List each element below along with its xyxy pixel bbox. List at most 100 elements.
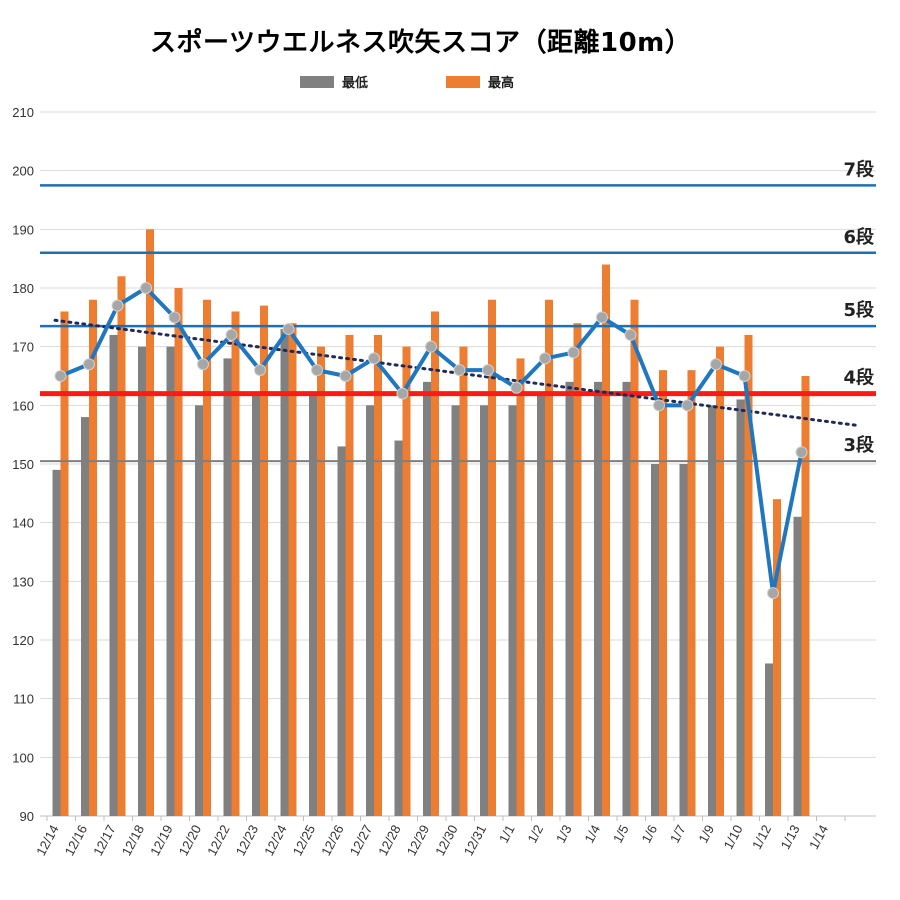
y-axis-ticks: 90 100 110 120 130 140 150 160 170 180 190 200 210 [12,105,34,824]
x-tick-label: 12/14 [33,822,62,858]
line-marker [225,328,238,341]
bar-max [716,346,724,816]
x-tick-label: 12/16 [62,822,91,858]
chart-title: スポーツウエルネス吹矢スコア（距離10m） [150,28,692,58]
legend-label-min: 最低 [342,76,369,91]
y-tick-label: 140 [12,516,34,531]
x-axis-tick-labels: 12/14 12/16 12/17 12/18 12/19 12/20 12/22 12/23… [33,822,831,858]
y-tick-label: 130 [12,574,34,589]
bar-max [345,334,354,816]
bar-min [651,464,659,816]
legend-swatch-max [446,75,480,88]
line-marker [567,346,580,359]
bar-max [573,323,582,816]
bar-min [508,405,517,816]
bar-min [622,381,631,816]
line-marker [140,282,152,294]
line-marker [767,587,779,600]
legend-item-max: 最高 [446,72,514,91]
x-tick-label: 12/27 [347,822,376,858]
x-tick-label: 1/1 [496,822,518,845]
y-tick-label: 110 [13,692,34,707]
bar-max [203,299,211,816]
series-max-bars [60,229,810,817]
bar-max [402,346,411,816]
legend-label-max: 最高 [488,76,515,91]
x-tick-label: 12/29 [404,822,433,858]
bar-max [602,264,610,816]
line-marker [539,352,551,365]
bar-min [195,405,203,816]
line-marker [396,387,409,400]
y-tick-label: 150 [12,457,34,472]
bar-max [801,376,810,816]
bar-min [309,393,317,816]
y-tick-label: 180 [12,281,34,296]
x-tick-label: 12/23 [233,822,262,858]
bar-min [109,334,118,816]
bar-min [252,393,260,816]
bar-min [765,663,773,816]
line-marker [339,370,352,382]
y-tick-label: 100 [12,750,34,765]
legend: 最低 最高 [0,72,900,94]
bar-min [565,381,574,816]
x-tick-label: 1/5 [610,822,632,845]
bar-max [488,299,496,816]
bar-max [687,370,696,816]
bar-min [594,381,602,816]
bar-min [451,405,460,816]
line-marker [111,299,124,312]
x-tick-label: 12/18 [119,822,148,858]
x-tick-label: 12/20 [176,822,205,858]
x-tick-label: 12/19 [147,822,176,858]
y-tick-label: 90 [20,809,34,824]
y-tick-label: 120 [12,633,34,648]
bar-max [146,229,154,817]
bar-max [317,346,325,816]
bar-min [52,469,61,816]
line-marker [425,340,437,353]
line-marker [710,358,722,371]
line-marker [282,323,295,336]
line-marker [624,328,637,341]
line-marker [54,370,67,382]
bar-max [374,334,382,816]
bar-min [280,329,289,816]
x-tick-label: 1/13 [778,822,803,851]
rank-label: 5段 [843,299,875,321]
bar-max [659,370,667,816]
line-marker [482,364,494,377]
line-marker [311,364,323,377]
y-tick-label: 190 [12,222,34,237]
rank-label: 6段 [843,226,875,248]
line-marker [795,446,808,459]
reference-lines: 7段 6段 5段 4段 3段 [40,158,876,463]
bar-min [81,417,89,816]
legend-item-min: 最低 [300,72,368,91]
bar-min [394,440,403,816]
y-tick-label: 210 [12,105,34,120]
legend-swatch-min [300,75,334,88]
series-min-bars [52,329,802,816]
bar-max [89,299,97,816]
bar-min [423,381,431,816]
x-tick-label: 12/25 [290,822,319,858]
bar-min [736,399,745,816]
bar-max [545,299,553,816]
x-tick-label: 1/4 [581,822,603,845]
x-tick-label: 12/17 [90,822,119,858]
bar-min [679,464,688,816]
x-tick-label: 12/22 [204,822,233,858]
x-tick-label: 1/14 [806,822,831,851]
bar-min [537,393,545,816]
line-marker [254,364,266,377]
bar-max [630,299,639,816]
bar-min [793,516,802,816]
series-line-markers [54,282,808,600]
rank-label: 4段 [843,367,875,389]
x-tick-label: 12/28 [375,822,404,858]
x-tick-label: 12/31 [461,822,490,858]
bar-max [516,358,525,816]
